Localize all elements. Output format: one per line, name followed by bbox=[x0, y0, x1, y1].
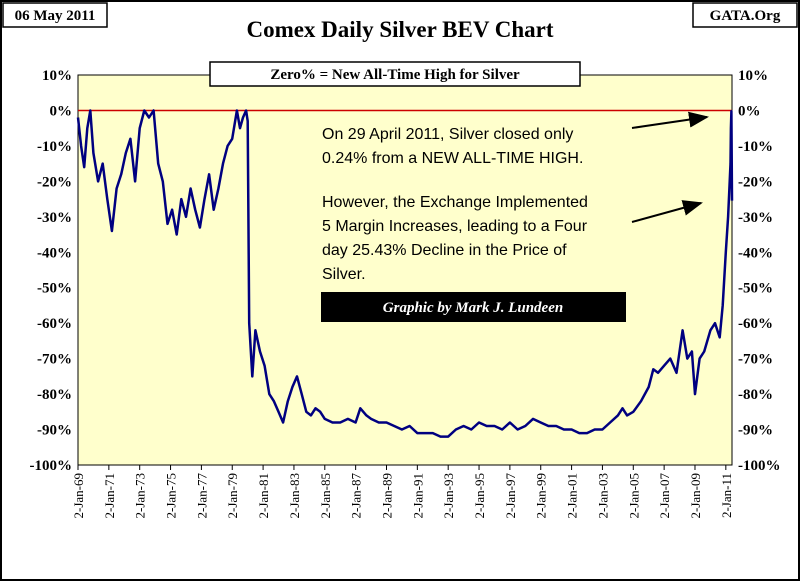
y-tick-left-label: -30% bbox=[37, 210, 72, 226]
y-tick-left-label: 0% bbox=[50, 103, 73, 119]
series-silver-bev-line bbox=[76, 109, 734, 438]
credit-box bbox=[321, 292, 626, 322]
y-tick-right-label: 0% bbox=[738, 103, 761, 119]
x-tick-label: 2-Jan-03 bbox=[595, 473, 610, 519]
y-tick-left-label: -60% bbox=[37, 316, 72, 332]
x-tick-label: 2-Jan-69 bbox=[71, 473, 86, 519]
y-tick-right-label: -10% bbox=[738, 139, 773, 155]
x-tick-label: 2-Jan-71 bbox=[102, 473, 117, 519]
y-tick-right-label: -40% bbox=[738, 245, 773, 261]
y-tick-left-label: -70% bbox=[37, 352, 72, 368]
source-label: GATA.Org bbox=[710, 8, 781, 24]
chart-subtitle: Zero% = New All-Time High for Silver bbox=[270, 67, 520, 83]
y-tick-left-label: -90% bbox=[37, 423, 72, 439]
x-tick-label: 2-Jan-77 bbox=[194, 473, 209, 519]
annotation-line-6: Silver. bbox=[322, 266, 366, 283]
chart-title: Comex Daily Silver BEV Chart bbox=[246, 17, 553, 42]
x-tick-label: 2-Jan-99 bbox=[534, 473, 549, 519]
arrow-to-decline bbox=[631, 200, 703, 223]
x-tick-label: 2-Jan-09 bbox=[688, 473, 703, 519]
x-tick-label: 2-Jan-91 bbox=[410, 473, 425, 519]
y-tick-right-label: 10% bbox=[738, 68, 768, 84]
x-tick-label: 2-Jan-83 bbox=[287, 473, 302, 519]
y-tick-left-label: 10% bbox=[42, 68, 72, 84]
x-tick-label: 2-Jan-05 bbox=[626, 473, 641, 519]
x-tick-label: 2-Jan-79 bbox=[225, 473, 240, 519]
subtitle-box bbox=[209, 61, 581, 87]
y-tick-left-label: -10% bbox=[37, 139, 72, 155]
x-tick-label: 2-Jan-85 bbox=[318, 473, 333, 519]
y-tick-left-label: -40% bbox=[37, 245, 72, 261]
annotation-line-3: However, the Exchange Implemented bbox=[322, 194, 588, 211]
annotation-line-5: day 25.43% Decline in the Price of bbox=[322, 242, 567, 259]
y-axis-left: 10% 0% -10% -20% -30% -40% -50% -60% -70% -80% -90… bbox=[30, 68, 73, 474]
x-tick-label: 2-Jan-95 bbox=[472, 473, 487, 519]
x-tick-label: 2-Jan-93 bbox=[441, 473, 456, 519]
annotation-line-4: 5 Margin Increases, leading to a Four bbox=[322, 218, 588, 235]
x-tick-label: 2-Jan-01 bbox=[565, 473, 580, 519]
arrow-to-high bbox=[631, 111, 709, 129]
y-tick-right-label: -100% bbox=[738, 458, 781, 474]
y-tick-left-label: -100% bbox=[30, 458, 73, 474]
annotation-block: On 29 April 2011, Silver closed only 0.2… bbox=[322, 126, 588, 283]
y-tick-left-label: -80% bbox=[37, 387, 72, 403]
y-tick-left-label: -50% bbox=[37, 281, 72, 297]
y-tick-right-label: -20% bbox=[738, 174, 773, 190]
x-tick-label: 2-Jan-75 bbox=[164, 473, 179, 519]
x-tick-label: 2-Jan-81 bbox=[256, 473, 271, 519]
x-tick-label: 2-Jan-89 bbox=[379, 473, 394, 519]
source-box bbox=[692, 2, 798, 28]
y-tick-left-label: -20% bbox=[37, 174, 72, 190]
y-tick-right-label: -90% bbox=[738, 423, 773, 439]
y-axis-right: 10% 0% -10% -20% -30% -40% -50% -60% -70% -80% -90… bbox=[738, 68, 781, 474]
x-tick-label: 2-Jan-07 bbox=[657, 473, 672, 519]
annotation-line-1: On 29 April 2011, Silver closed only bbox=[322, 126, 573, 143]
date-label: 06 May 2011 bbox=[15, 8, 96, 24]
x-tick-label: 2-Jan-97 bbox=[503, 473, 518, 519]
x-tick-label: 2-Jan-11 bbox=[719, 473, 734, 518]
x-tick-label: 2-Jan-73 bbox=[133, 473, 148, 519]
y-tick-right-label: -70% bbox=[738, 352, 773, 368]
y-tick-right-label: -30% bbox=[738, 210, 773, 226]
plot-area bbox=[77, 74, 733, 466]
y-tick-right-label: -60% bbox=[738, 316, 773, 332]
x-axis: 2-Jan-69 2-Jan-71 2-Jan-73 2-Jan-75 2-Jan-77… bbox=[71, 465, 734, 519]
x-tick-label: 2-Jan-87 bbox=[349, 473, 364, 519]
credit-label: Graphic by Mark J. Lundeen bbox=[383, 300, 563, 316]
y-tick-right-label: -50% bbox=[738, 281, 773, 297]
y-tick-right-label: -80% bbox=[738, 387, 773, 403]
annotation-line-2: 0.24% from a NEW ALL-TIME HIGH. bbox=[322, 150, 583, 167]
date-box bbox=[2, 2, 108, 28]
